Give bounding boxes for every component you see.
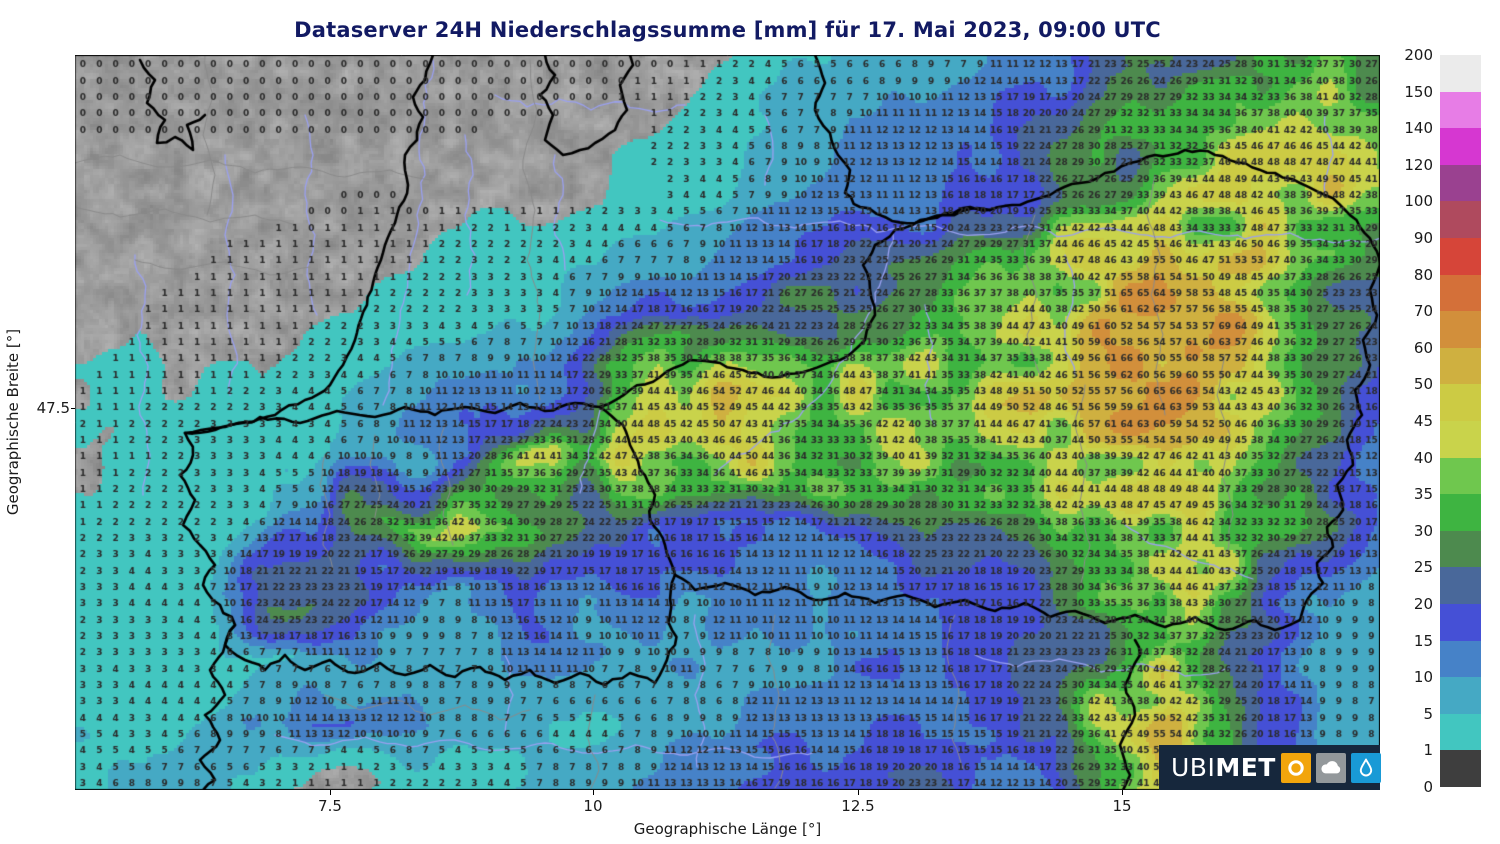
colorbar-band xyxy=(1440,55,1481,93)
colorbar-band xyxy=(1440,201,1481,239)
logo-text-met: MET xyxy=(1215,753,1276,782)
sun-icon xyxy=(1280,752,1311,783)
x-tick-label: 15 xyxy=(1112,797,1132,815)
x-tick-mark xyxy=(592,790,594,795)
y-axis-label: Geographische Breite [°] xyxy=(4,328,22,516)
colorbar-label: 0 xyxy=(1423,778,1433,796)
colorbar-band xyxy=(1440,713,1481,751)
colorbar-label: 50 xyxy=(1413,375,1433,394)
colorbar-band xyxy=(1440,640,1481,678)
colorbar-label: 15 xyxy=(1413,631,1433,650)
x-tick-mark xyxy=(1122,790,1123,795)
colorbar-band xyxy=(1440,238,1481,276)
colorbar-band xyxy=(1440,91,1481,129)
y-tick-mark xyxy=(71,408,75,409)
colorbar-band xyxy=(1440,494,1481,532)
x-axis-label: Geographische Länge [°] xyxy=(633,820,822,838)
x-tick-mark xyxy=(858,790,859,795)
cloud-icon xyxy=(1315,752,1346,783)
colorbar-label: 200 xyxy=(1404,46,1433,64)
colorbar-band xyxy=(1440,311,1481,349)
colorbar-label: 40 xyxy=(1413,448,1433,467)
colorbar-label: 140 xyxy=(1404,119,1433,138)
colorbar-label: 45 xyxy=(1413,412,1433,430)
colorbar-band xyxy=(1440,384,1481,422)
colorbar-label: 80 xyxy=(1413,265,1433,284)
x-tick-mark xyxy=(329,790,331,795)
colorbar-band xyxy=(1440,677,1481,715)
colorbar-band xyxy=(1440,274,1481,312)
colorbar-label: 30 xyxy=(1413,521,1433,540)
colorbar-label: 60 xyxy=(1413,338,1433,357)
precipitation-map-canvas xyxy=(75,55,1380,790)
colorbar-label: 120 xyxy=(1404,155,1433,174)
colorbar-label: 10 xyxy=(1413,668,1433,687)
colorbar-label: 90 xyxy=(1413,229,1433,247)
colorbar-label: 70 xyxy=(1413,302,1433,321)
colorbar-label: 150 xyxy=(1404,82,1433,101)
x-tick-label: 10 xyxy=(583,797,603,815)
colorbar-label: 25 xyxy=(1413,558,1433,577)
colorbar-band xyxy=(1440,750,1481,788)
colorbar-band xyxy=(1440,604,1481,642)
colorbar-band xyxy=(1440,567,1481,605)
colorbar-band xyxy=(1440,457,1481,495)
colorbar-band xyxy=(1440,164,1481,202)
droplet-icon xyxy=(1350,752,1381,783)
y-tick-label: 47.5 xyxy=(36,399,70,417)
colorbar-band xyxy=(1440,421,1481,459)
colorbar-label: 35 xyxy=(1413,485,1433,504)
colorbar-label: 20 xyxy=(1413,595,1433,613)
colorbar-label: 100 xyxy=(1404,192,1433,211)
logo-text-ubi: UBI xyxy=(1171,753,1216,782)
ubimet-logo: UBI MET xyxy=(1159,745,1381,790)
x-tick-label: 12.5 xyxy=(841,797,875,815)
x-tick-label: 7.5 xyxy=(318,797,342,815)
colorbar-band xyxy=(1440,530,1481,568)
colorbar-band xyxy=(1440,128,1481,166)
chart-title: Dataserver 24H Niederschlagssumme [mm] f… xyxy=(294,18,1161,42)
colorbar-label: 1 xyxy=(1423,741,1433,760)
colorbar-band xyxy=(1440,347,1481,385)
colorbar-label: 5 xyxy=(1423,704,1433,723)
